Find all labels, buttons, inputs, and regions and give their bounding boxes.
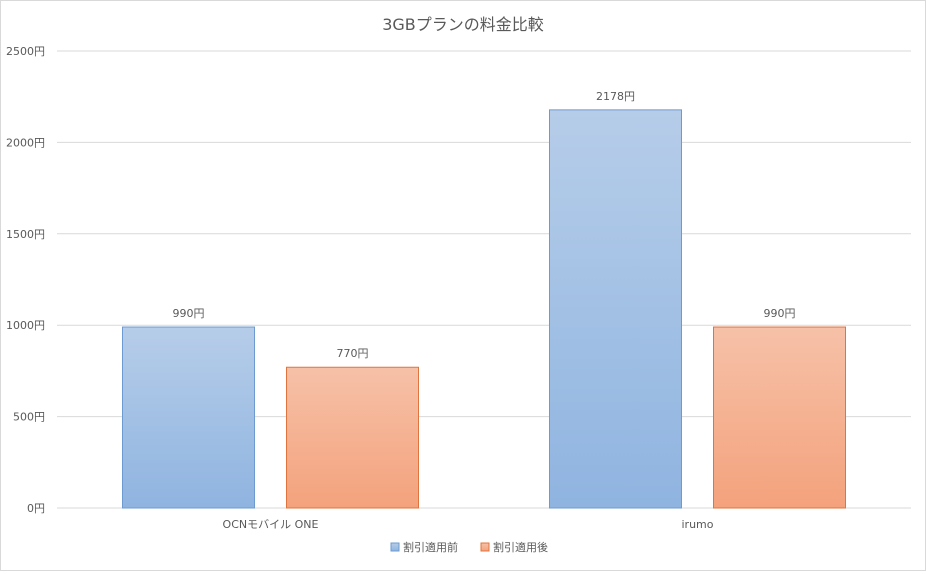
data-label: 770円 — [337, 347, 369, 360]
x-tick-label: OCNモバイル ONE — [223, 518, 319, 531]
bars — [122, 109, 846, 509]
y-tick-label: 2500円 — [6, 45, 45, 58]
legend: 割引適用前 割引適用後 — [390, 540, 548, 554]
y-tick-label: 1500円 — [6, 228, 45, 241]
x-tick-label: irumo — [682, 518, 714, 531]
legend-swatch — [480, 542, 490, 552]
legend-swatch — [390, 542, 400, 552]
bar — [549, 109, 682, 509]
chart-title: 3GBプランの料金比較 — [382, 15, 544, 34]
data-labels: 990円 770円 2178円 990円 — [173, 90, 796, 360]
data-label: 2178円 — [596, 90, 635, 103]
data-label: 990円 — [764, 307, 796, 320]
bar — [713, 326, 846, 509]
y-tick-label: 0円 — [27, 502, 45, 515]
y-tick-label: 2000円 — [6, 136, 45, 149]
bar — [122, 326, 255, 509]
data-label: 990円 — [173, 307, 205, 320]
bar — [286, 366, 419, 509]
y-axis-ticks: 0円 500円 1000円 1500円 2000円 2500円 — [6, 45, 45, 515]
legend-label: 割引適用後 — [493, 540, 548, 554]
y-tick-label: 500円 — [13, 411, 45, 424]
y-tick-label: 1000円 — [6, 319, 45, 332]
x-axis-labels: OCNモバイル ONE irumo — [223, 518, 714, 531]
legend-label: 割引適用前 — [403, 540, 458, 554]
